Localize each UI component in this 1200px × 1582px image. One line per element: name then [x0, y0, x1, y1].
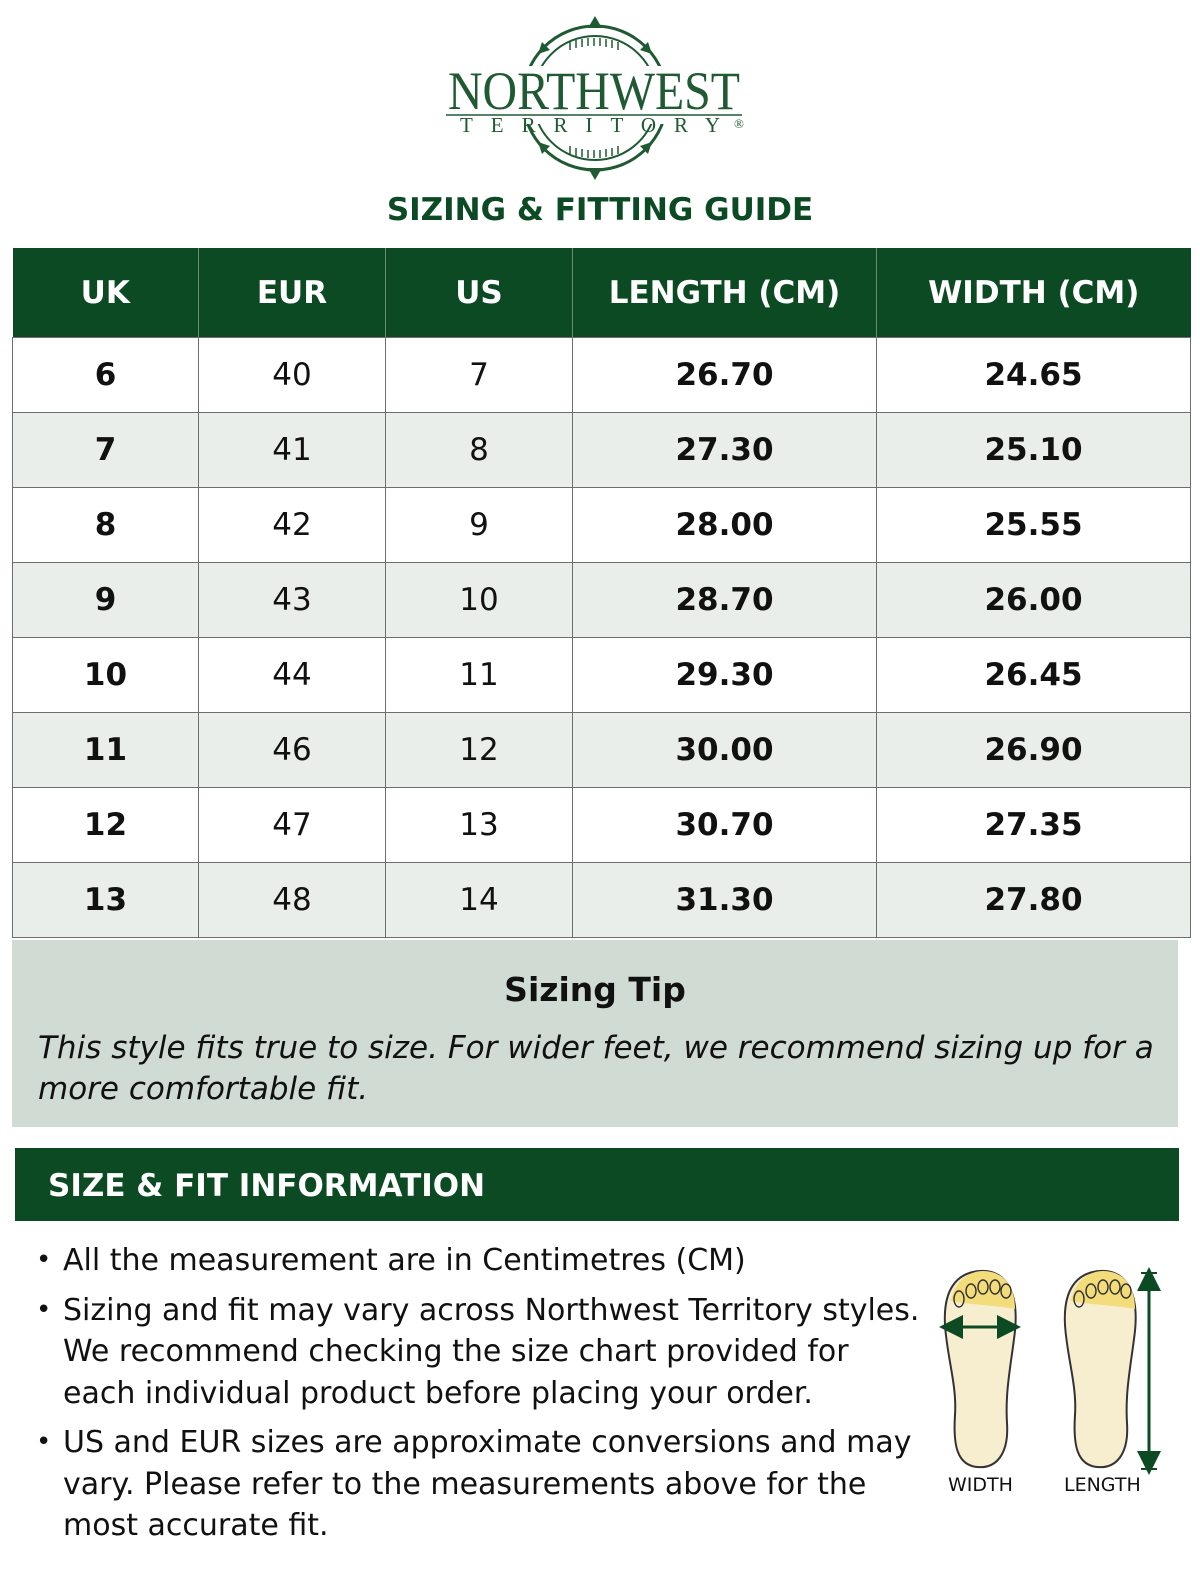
list-item-text: US and EUR sizes are approximate convers… [63, 1425, 912, 1543]
table-header-row: UK EUR US LENGTH (CM) WIDTH (CM) [12, 248, 1191, 338]
sizing-tip-title: Sizing Tip [504, 970, 686, 1009]
cell-uk: 8 [12, 487, 199, 563]
cell-eur: 43 [198, 562, 386, 638]
logo-brand-line1: NORTHWEST [448, 61, 740, 121]
cell-us: 14 [385, 862, 573, 938]
cell-width: 24.65 [876, 337, 1191, 413]
header-width: WIDTH (CM) [876, 248, 1191, 338]
sizing-tip-text: This style fits true to size. For wider … [38, 1030, 1154, 1107]
size-fit-info-title: SIZE & FIT INFORMATION [48, 1168, 486, 1204]
cell-uk: 11 [12, 712, 199, 788]
list-item: • US and EUR sizes are approximate conver… [36, 1422, 926, 1547]
length-label: LENGTH [1064, 1474, 1141, 1496]
cell-width: 26.90 [876, 712, 1191, 788]
cell-eur: 48 [198, 862, 386, 938]
cell-width: 26.45 [876, 637, 1191, 713]
header-us: US [385, 248, 573, 338]
header-eur: EUR [198, 248, 386, 338]
cell-eur: 46 [198, 712, 386, 788]
cell-length: 30.70 [572, 787, 877, 863]
bullet-icon: • [36, 1427, 52, 1457]
list-item: • Sizing and fit may vary across Northwes… [36, 1290, 926, 1415]
logo-brand-line2: TERRITORY [460, 113, 720, 137]
cell-length: 26.70 [572, 337, 877, 413]
cell-eur: 41 [198, 412, 386, 488]
cell-us: 8 [385, 412, 573, 488]
cell-length: 31.30 [572, 862, 877, 938]
cell-length: 28.70 [572, 562, 877, 638]
cell-uk: 6 [12, 337, 199, 413]
list-item-text: All the measurement are in Centimetres (… [63, 1243, 746, 1278]
logo-registered-mark: ® [734, 116, 744, 131]
header-length: LENGTH (CM) [572, 248, 877, 338]
cell-width: 27.80 [876, 862, 1191, 938]
size-fit-info-header: SIZE & FIT INFORMATION [15, 1148, 1179, 1221]
cell-width: 25.10 [876, 412, 1191, 488]
sizing-tip-box: Sizing Tip This style fits true to size.… [12, 940, 1178, 1127]
table-row: 13 48 14 31.30 27.80 [12, 862, 1191, 938]
cell-uk: 7 [12, 412, 199, 488]
cell-us: 11 [385, 637, 573, 713]
table-row: 9 43 10 28.70 26.00 [12, 562, 1191, 638]
cell-eur: 42 [198, 487, 386, 563]
width-label: WIDTH [948, 1474, 1013, 1496]
foot-measurement-diagram [939, 1267, 1161, 1475]
bullet-icon: • [36, 1294, 52, 1325]
length-foot-icon [1063, 1267, 1161, 1475]
cell-us: 10 [385, 562, 573, 638]
table-row: 11 46 12 30.00 26.90 [12, 712, 1191, 788]
cell-width: 25.55 [876, 487, 1191, 563]
table-row: 6 40 7 26.70 24.65 [12, 337, 1191, 413]
header-uk: UK [12, 248, 199, 338]
cell-width: 26.00 [876, 562, 1191, 638]
bullet-icon: • [36, 1245, 52, 1275]
cell-eur: 44 [198, 637, 386, 713]
cell-us: 13 [385, 787, 573, 863]
cell-us: 9 [385, 487, 573, 563]
size-fit-info-list: • All the measurement are in Centimetres … [36, 1240, 926, 1555]
guide-title: SIZING & FITTING GUIDE [386, 192, 814, 228]
northwest-territory-logo: NORTHWEST TERRITORY ® [444, 16, 744, 180]
cell-eur: 47 [198, 787, 386, 863]
cell-uk: 13 [12, 862, 199, 938]
cell-length: 29.30 [572, 637, 877, 713]
cell-us: 7 [385, 337, 573, 413]
cell-uk: 12 [12, 787, 199, 863]
list-item-text: Sizing and fit may vary across Northwest… [63, 1292, 920, 1411]
cell-length: 30.00 [572, 712, 877, 788]
size-chart-table: UK EUR US LENGTH (CM) WIDTH (CM) 6 40 7 … [12, 248, 1191, 938]
cell-uk: 10 [12, 637, 199, 713]
cell-length: 27.30 [572, 412, 877, 488]
table-row: 12 47 13 30.70 27.35 [12, 787, 1191, 863]
cell-uk: 9 [12, 562, 199, 638]
list-item: • All the measurement are in Centimetres … [36, 1240, 926, 1282]
width-foot-icon [939, 1269, 1021, 1469]
table-row: 7 41 8 27.30 25.10 [12, 412, 1191, 488]
cell-width: 27.35 [876, 787, 1191, 863]
table-row: 10 44 11 29.30 26.45 [12, 637, 1191, 713]
cell-us: 12 [385, 712, 573, 788]
cell-length: 28.00 [572, 487, 877, 563]
cell-eur: 40 [198, 337, 386, 413]
table-row: 8 42 9 28.00 25.55 [12, 487, 1191, 563]
